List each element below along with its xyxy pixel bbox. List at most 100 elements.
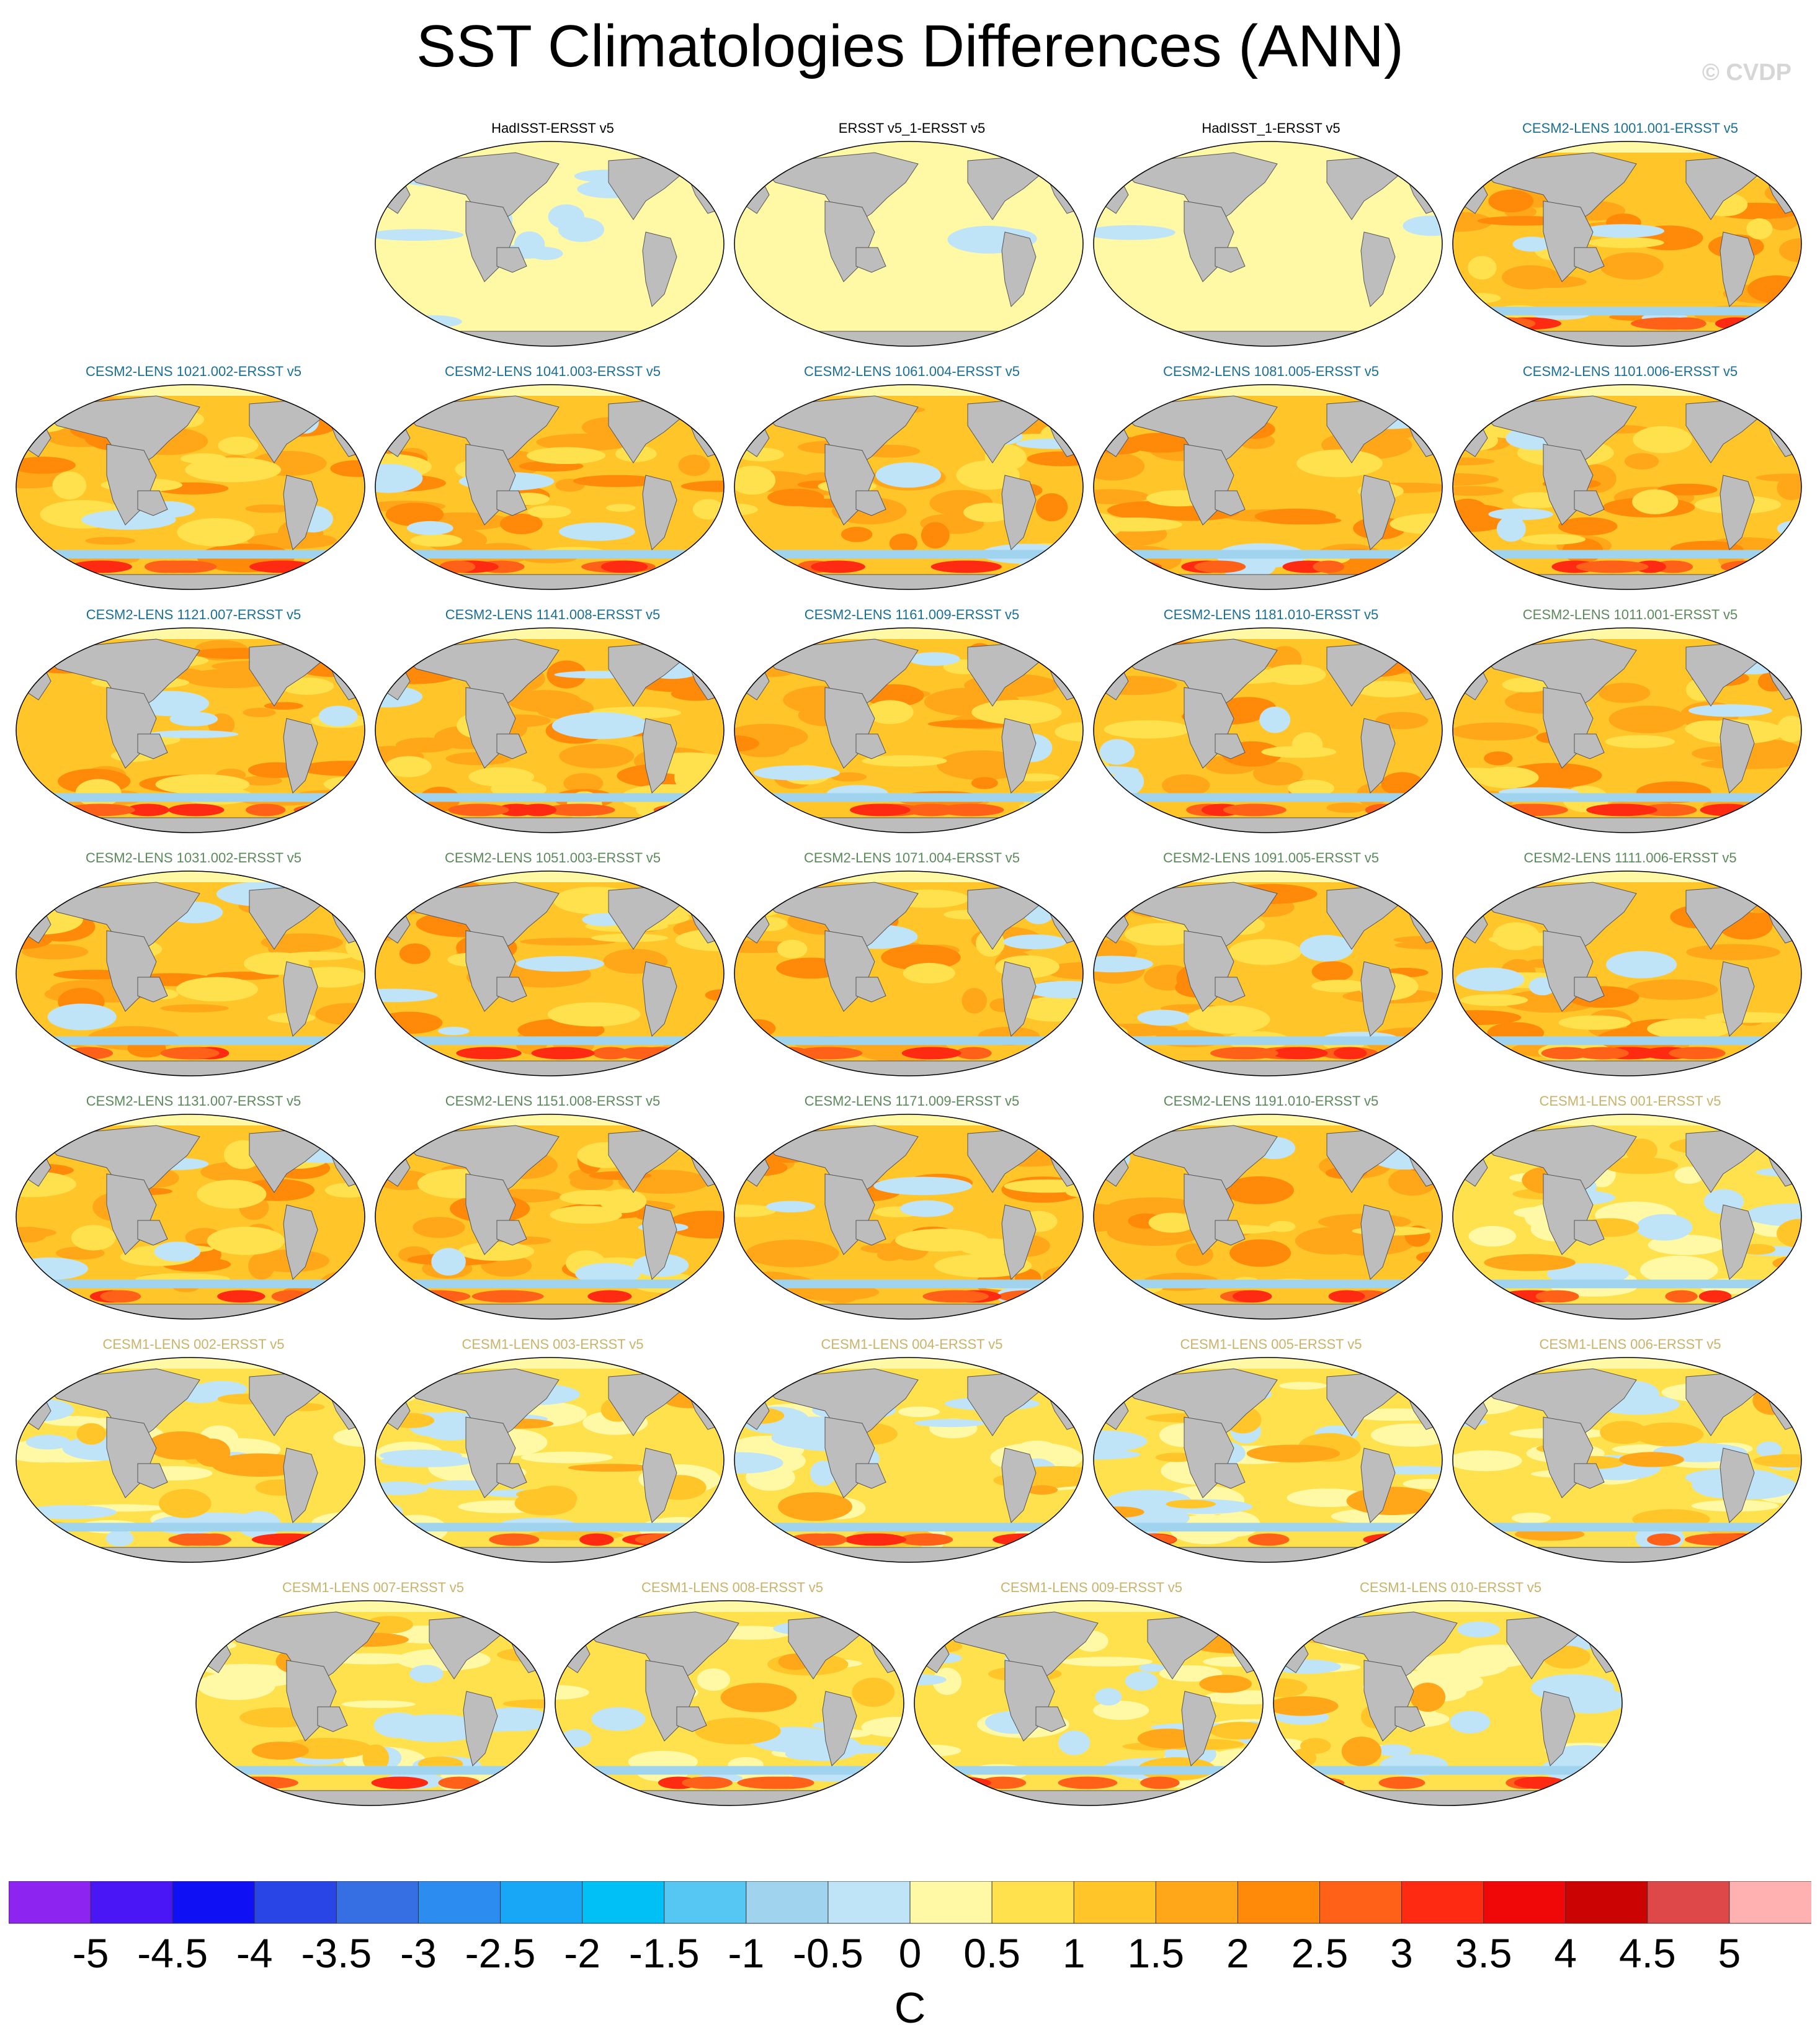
land-mask: [1215, 1220, 1246, 1246]
southern-ocean-band: [734, 1279, 1083, 1289]
land-mask: [283, 1204, 318, 1280]
colorbar-tick-label: 0: [898, 1930, 922, 1976]
anomaly-patch: [579, 1533, 614, 1546]
anomaly-patch: [1045, 962, 1083, 980]
anomaly-patch: [1138, 1663, 1164, 1672]
land-mask: [137, 490, 168, 516]
map-border: [16, 627, 365, 833]
land-mask: [496, 247, 527, 273]
anomaly-patch: [212, 1453, 307, 1477]
anomaly-patch: [531, 1047, 595, 1060]
anomaly-patch: [563, 773, 604, 794]
colorbar-tick-label: 2.5: [1291, 1930, 1349, 1976]
anomaly-patch: [1232, 1290, 1272, 1303]
panel-title: CESM1-LENS 009-ERSST v5: [1000, 1580, 1183, 1595]
anomaly-patch: [1288, 779, 1335, 797]
land-mask: [496, 490, 527, 516]
anomaly-patch: [777, 939, 808, 959]
anomaly-patch: [362, 1744, 389, 1772]
southern-ocean-band: [195, 1766, 545, 1775]
panel-title: CESM2-LENS 1061.004-ERSST v5: [803, 364, 1020, 379]
anomaly-patch: [282, 951, 353, 960]
southern-ocean-band: [1094, 1279, 1442, 1289]
anomaly-patch: [148, 730, 239, 738]
anomaly-patch: [1104, 720, 1191, 739]
anomaly-patch: [961, 988, 987, 1014]
anomaly-patch: [1511, 1512, 1551, 1524]
colorbar-tick-label: -2: [564, 1930, 600, 1976]
land-mask: [1720, 718, 1755, 794]
colorbar-swatch: [1483, 1881, 1566, 1924]
anomaly-patch: [16, 1227, 56, 1238]
anomaly-patch: [1220, 553, 1276, 579]
map-plot: [375, 141, 725, 347]
anomaly-patch: [1295, 1488, 1341, 1503]
map-panel: HadISST-ERSST v5: [373, 120, 733, 369]
anomaly-patch: [1273, 1696, 1339, 1716]
anomaly-patch: [1092, 1701, 1149, 1720]
map-panel: CESM1-LENS 009-ERSST v5: [912, 1580, 1272, 1828]
anomaly-patch: [1370, 1423, 1442, 1447]
anomaly-patch: [1647, 1533, 1681, 1546]
land-mask: [496, 1220, 527, 1246]
land-mask: [283, 718, 318, 794]
anomaly-patch: [1094, 1449, 1141, 1460]
southern-ocean-band: [914, 1766, 1263, 1775]
map-plot: [1093, 384, 1443, 590]
anomaly-patch: [743, 1047, 793, 1060]
anomaly-patch: [1341, 1736, 1381, 1766]
panel-title: CESM2-LENS 1121.007-ERSST v5: [86, 607, 301, 622]
anomaly-patch: [932, 1667, 961, 1695]
map-panel: CESM2-LENS 1051.003-ERSST v5: [373, 850, 733, 1098]
land-mask: [1720, 961, 1755, 1037]
land-mask: [642, 1447, 677, 1523]
anomaly-patch: [1759, 1039, 1801, 1052]
land-mask: [1360, 475, 1396, 550]
land-mask: [642, 961, 677, 1037]
map-border: [16, 1357, 365, 1563]
anomaly-patch: [889, 533, 917, 553]
land-mask: [283, 1447, 318, 1523]
anomaly-patch: [299, 761, 365, 776]
anomaly-patch: [1378, 1776, 1425, 1789]
land-mask: [855, 977, 886, 1003]
anomaly-patch: [1055, 722, 1083, 742]
anomaly-patch: [1218, 697, 1276, 718]
southern-ocean-band: [16, 1036, 365, 1045]
watermark: © CVDP: [1702, 60, 1791, 86]
anomaly-patch: [1311, 980, 1368, 993]
map-border: [554, 1600, 904, 1806]
map-border: [375, 870, 725, 1076]
anomaly-patch: [741, 1019, 776, 1037]
anomaly-patch: [22, 1505, 117, 1519]
anomaly-patch: [1453, 1450, 1522, 1472]
colorbar-tick-label: 2: [1226, 1930, 1249, 1976]
anomaly-patch: [1334, 1047, 1367, 1060]
colorbar-tick-label: -3: [400, 1930, 437, 1976]
anomaly-patch: [1253, 761, 1303, 785]
anomaly-patch: [666, 1210, 724, 1239]
map-plot: [1452, 870, 1802, 1076]
anomaly-patch: [1666, 317, 1706, 330]
map-border: [16, 870, 365, 1076]
anomaly-patch: [811, 560, 865, 573]
land-mask: [462, 1691, 498, 1766]
anomaly-patch: [218, 436, 259, 455]
anomaly-patch: [1094, 1430, 1148, 1452]
anomaly-patch: [1300, 934, 1354, 962]
map-plot: [1093, 627, 1443, 833]
anomaly-patch: [555, 1685, 589, 1700]
map-panel: CESM2-LENS 1061.004-ERSST v5: [732, 364, 1092, 612]
colorbar-swatch: [417, 1881, 501, 1924]
anomaly-patch: [850, 803, 911, 816]
colorbar-swatch: [1729, 1881, 1811, 1924]
anomaly-patch: [1453, 1286, 1494, 1305]
anomaly-patch: [1058, 1730, 1090, 1755]
panel-title: CESM2-LENS 1091.005-ERSST v5: [1162, 850, 1380, 866]
anomaly-patch: [1401, 899, 1435, 911]
land-mask: [317, 1706, 348, 1732]
anomaly-patch: [169, 712, 218, 727]
land-mask: [855, 1463, 886, 1489]
anomaly-patch: [1094, 489, 1149, 504]
anomaly-patch: [1460, 994, 1528, 1006]
